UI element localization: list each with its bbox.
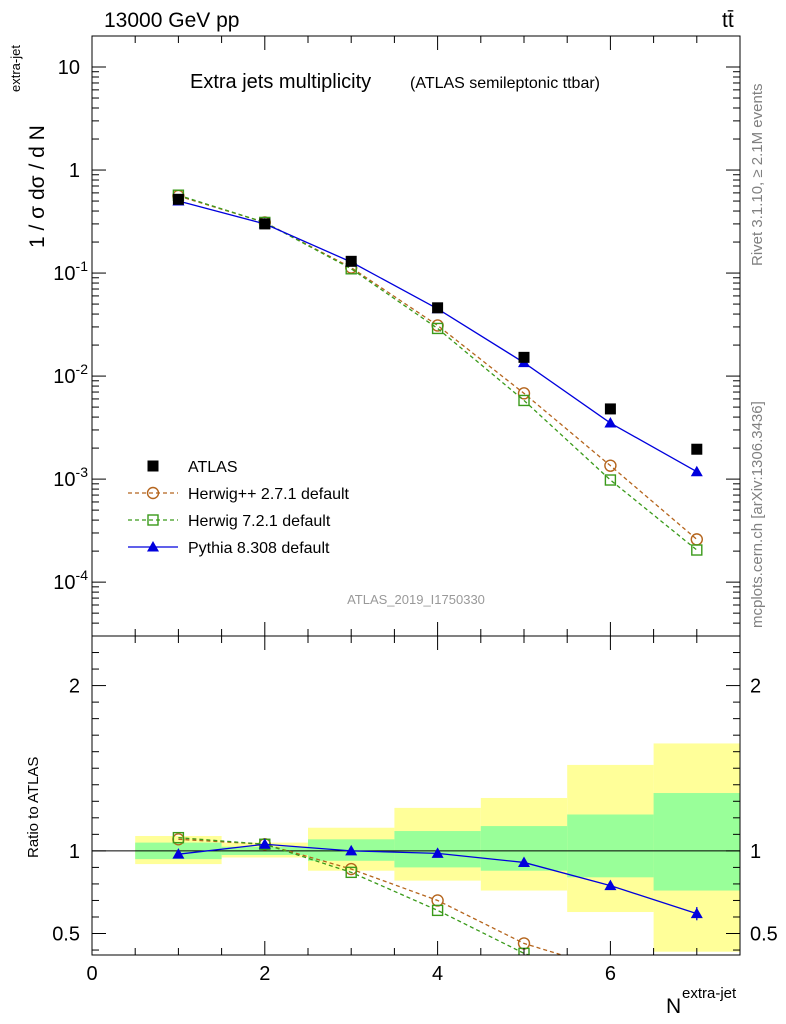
main-panel: 10-4 10-3 10-2 10-1 1 10 Extra jets multiplic… bbox=[8, 35, 741, 637]
main-point-herwig-7-2-1-default bbox=[518, 394, 530, 407]
main-y-tick-label: 10-3 bbox=[53, 464, 88, 491]
legend-label-atlas: ATLAS bbox=[188, 459, 238, 476]
main-line-herwig-2-7-1-default bbox=[178, 195, 698, 540]
main-point-herwig-2-7-1-default bbox=[690, 533, 703, 546]
main-point-atlas bbox=[691, 443, 703, 455]
main-point-atlas bbox=[604, 403, 616, 415]
ratio-inner-band bbox=[567, 814, 654, 878]
main-point-atlas bbox=[172, 193, 184, 205]
main-y-tick-label: 10-4 bbox=[53, 567, 88, 594]
main-y-tick-label: 10 bbox=[58, 57, 80, 79]
ratio-plot-frame bbox=[91, 635, 741, 956]
main-y-tick-label: 10-1 bbox=[53, 258, 88, 285]
ratio-x-tick-label: 2 bbox=[259, 963, 270, 985]
main-point-atlas bbox=[432, 302, 444, 314]
ratio-y-tick-label: 1 bbox=[69, 841, 80, 863]
main-point-herwig-7-2-1-default bbox=[691, 544, 703, 556]
ratio-y-tick-label: 2 bbox=[69, 676, 80, 698]
ratio-xlabel-sup: extra-jet bbox=[682, 985, 737, 1002]
ratio-x-tick-label: 6 bbox=[605, 963, 616, 985]
legend-label-herwig-2-7-1-default: Herwig++ 2.7.1 default bbox=[188, 486, 350, 503]
legend-label-pythia-8-308-default: Pythia 8.308 default bbox=[188, 540, 330, 557]
main-point-pythia-8-308-default bbox=[604, 417, 617, 428]
ratio-y-tick-label-right: 1 bbox=[750, 841, 761, 863]
ratio-y-tick-label: 0.5 bbox=[52, 924, 80, 946]
mcplots-label: mcplots.cern.ch [arXiv:1306.3436] bbox=[749, 401, 766, 628]
main-ylabel: 1 / σ dσ / d N bbox=[26, 125, 49, 248]
ratio-inner-band bbox=[653, 793, 740, 891]
legend: ATLAS Herwig++ 2.7.1 default Herwig 7.2.1 … bbox=[128, 459, 350, 557]
legend-marker-herwig-7-2-1-default bbox=[147, 514, 159, 526]
main-y-tick-label: 1 bbox=[69, 160, 80, 182]
main-point-atlas bbox=[259, 218, 271, 230]
main-point-herwig-2-7-1-default bbox=[517, 387, 531, 400]
ratio-y-tick-label-right: 2 bbox=[750, 676, 761, 698]
main-title: Extra jets multiplicity bbox=[190, 71, 371, 93]
main-point-herwig-2-7-1-default bbox=[604, 459, 617, 472]
rivet-label: Rivet 3.1.10, ≥ 2.1M events bbox=[749, 84, 766, 267]
main-subtitle: (ATLAS semileptonic ttbar) bbox=[410, 75, 600, 92]
main-ylabel-sup: extra-jet bbox=[8, 45, 23, 92]
legend-marker-atlas bbox=[147, 460, 159, 472]
energy-label: 13000 GeV pp bbox=[104, 9, 239, 32]
ratio-xlabel: N bbox=[666, 995, 681, 1018]
main-point-atlas bbox=[518, 351, 530, 363]
main-point-atlas bbox=[345, 255, 357, 267]
main-point-pythia-8-308-default bbox=[690, 465, 703, 477]
legend-marker-pythia-8-308-default bbox=[147, 541, 159, 552]
main-y-tick-label: 10-2 bbox=[53, 361, 88, 388]
ratio-panel: 0.5 0.5 1 1 2 2 0 2 4 6 Ratio to ATLAS N extra-je… bbox=[25, 635, 778, 1018]
main-point-herwig-7-2-1-default bbox=[431, 322, 444, 335]
process-label: tt̄ bbox=[722, 9, 734, 32]
watermark: ATLAS_2019_I1750330 bbox=[347, 592, 485, 607]
ratio-point-herwig-7-2-1-default bbox=[345, 866, 357, 879]
ratio-x-tick-label: 0 bbox=[86, 963, 97, 985]
ratio-x-tick-label: 4 bbox=[432, 963, 443, 985]
ratio-point-herwig-7-2-1-default bbox=[172, 831, 185, 844]
ratio-y-tick-label-right: 0.5 bbox=[750, 924, 778, 946]
legend-marker-herwig-2-7-1-default bbox=[146, 486, 160, 500]
main-line-pythia-8-308-default bbox=[178, 200, 698, 473]
main-point-herwig-7-2-1-default bbox=[604, 474, 617, 486]
ratio-ylabel: Ratio to ATLAS bbox=[25, 757, 42, 858]
ratio-point-herwig-7-2-1-default bbox=[431, 904, 444, 917]
legend-label-herwig-7-2-1-default: Herwig 7.2.1 default bbox=[188, 513, 331, 530]
